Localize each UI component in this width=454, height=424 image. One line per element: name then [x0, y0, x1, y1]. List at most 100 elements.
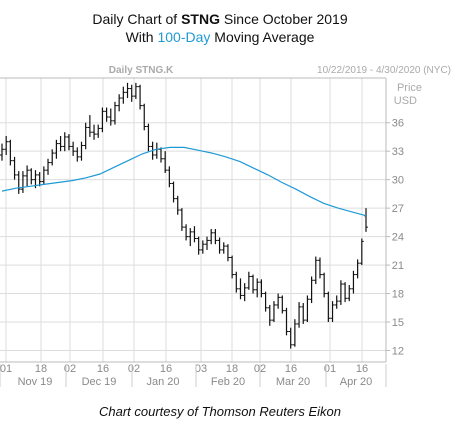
ohlc-bar — [8, 139, 13, 166]
x-tick-label: 01 — [324, 363, 336, 375]
ohlc-bar — [37, 172, 42, 187]
ohlc-bar — [351, 270, 356, 294]
ohlc-bar — [83, 122, 88, 150]
ohlc-bar — [322, 272, 327, 298]
ohlc-bar — [326, 291, 331, 323]
ohlc-bar — [12, 156, 17, 180]
title-ticker: STNG — [181, 11, 220, 27]
ohlc-bar — [133, 82, 138, 99]
ohlc-bar — [66, 134, 71, 151]
ohlc-bar — [171, 181, 176, 203]
ohlc-bar — [267, 304, 272, 326]
ohlc-bar — [347, 285, 352, 302]
ohlc-bar — [125, 82, 130, 99]
ohlc-bar — [192, 226, 197, 243]
x-tick-label: 01 — [0, 363, 12, 375]
chart-caption: Chart courtesy of Thomson Reuters Eikon — [98, 404, 342, 419]
y-tick-label: 27 — [392, 203, 404, 215]
ohlc-bar — [179, 208, 184, 231]
x-tick-label: 16 — [356, 363, 368, 375]
x-month-label: Apr 20 — [340, 376, 372, 388]
ohlc-bar — [313, 256, 318, 285]
ohlc-bar — [100, 107, 105, 133]
ohlc-bar — [242, 283, 247, 302]
title-line-1: Daily Chart of STNG Since October 2019 — [92, 11, 348, 27]
chart-title: Daily Chart of STNG Since October 2019 W… — [0, 10, 440, 46]
ohlc-bar — [259, 279, 264, 298]
title-moving-average: 100-Day — [157, 29, 211, 45]
ohlc-bar — [317, 257, 322, 279]
ohlc-bar — [158, 147, 163, 163]
ohlc-bar — [62, 132, 67, 152]
ohlc-bar — [20, 171, 25, 193]
x-tick-label: 03 — [195, 363, 207, 375]
ohlc-bar — [251, 274, 256, 294]
ohlc-bar — [142, 103, 147, 131]
ohlc-bar — [25, 165, 30, 187]
ohlc-bar — [255, 278, 260, 298]
ohlc-bar — [200, 240, 205, 254]
ohlc-bar — [225, 244, 230, 262]
ohlc-bar — [246, 271, 251, 290]
ohlc-bar — [359, 238, 364, 266]
ohlc-bar — [167, 166, 172, 188]
ohlc-bar — [0, 143, 4, 161]
ohlc-bar — [112, 101, 117, 125]
x-tick-label: 02 — [128, 363, 140, 375]
ohlc-bar — [41, 166, 46, 185]
x-tick-label: 16 — [285, 363, 297, 375]
date-range-label: 10/22/2019 - 4/30/2020 (NYC) — [317, 65, 451, 76]
ohlc-bar — [271, 301, 276, 323]
ohlc-bar — [284, 307, 289, 336]
ohlc-bar — [234, 271, 239, 293]
title-line-2: With 100-Day Moving Average — [125, 29, 315, 45]
ohlc-bar — [16, 171, 21, 194]
ohlc-bar — [129, 84, 134, 102]
ohlc-bar — [184, 224, 189, 241]
ohlc-bar — [263, 291, 268, 312]
ohlc-bar — [238, 278, 243, 300]
ohlc-bar — [188, 228, 193, 247]
x-month-label: Dec 19 — [82, 376, 117, 388]
ohlc-bar — [104, 107, 109, 122]
ohlc-bar — [213, 229, 218, 245]
ohlc-bar — [288, 327, 293, 349]
ohlc-bar — [280, 295, 285, 314]
x-axis-months: Nov 19 Dec 19 Jan 20 Feb 20 Mar 20 Apr 20 — [0, 364, 387, 388]
price-axis-label: Price — [397, 82, 422, 94]
ohlc-bar — [301, 303, 306, 324]
x-tick-label: 16 — [160, 363, 172, 375]
y-tick-label: 36 — [392, 118, 404, 130]
ohlc-bar — [343, 282, 348, 303]
moving-average-line — [1, 146, 367, 217]
ohlc-bar — [50, 149, 55, 166]
ohlc-bar — [163, 151, 168, 174]
ohlc-bar — [108, 108, 113, 126]
ohlc-bar — [29, 168, 34, 185]
ohlc-bar — [309, 276, 314, 304]
ohlc-bar — [117, 94, 122, 112]
currency-axis-label: USD — [394, 95, 417, 107]
x-tick-label: 16 — [97, 363, 109, 375]
ohlc-bar — [334, 295, 339, 309]
y-tick-label: 24 — [392, 232, 404, 244]
ohlc-bar — [230, 255, 235, 279]
y-axis-ticks: 12 15 18 21 24 27 30 33 36 — [386, 118, 404, 358]
ohlc-bar — [75, 147, 80, 162]
ohlc-bar — [4, 136, 9, 155]
ohlc-bar — [138, 84, 143, 110]
ohlc-bar — [121, 86, 126, 104]
x-tick-label: 18 — [226, 363, 238, 375]
grid — [0, 78, 386, 362]
ohlc-bar — [92, 124, 97, 140]
y-tick-label: 15 — [392, 317, 404, 329]
x-axis-ticks: 01 18 02 16 02 16 03 18 02 16 01 16 — [0, 363, 368, 375]
ohlc-bar — [175, 195, 180, 215]
ohlc-bar — [292, 319, 297, 347]
ohlc-bar — [364, 208, 368, 232]
ohlc-bar — [146, 123, 151, 152]
ohlc-bar — [330, 301, 335, 323]
x-month-label: Nov 19 — [18, 376, 53, 388]
symbol-label: Daily STNG.K — [109, 65, 174, 76]
